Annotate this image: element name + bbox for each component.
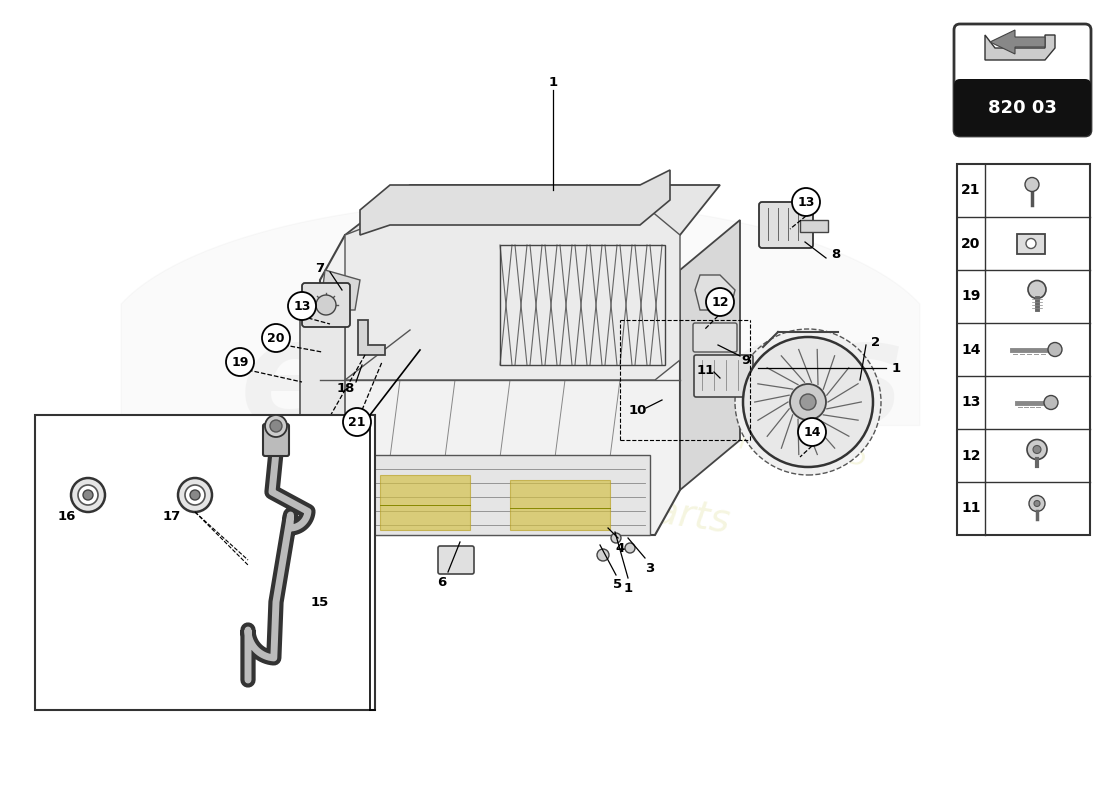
Text: 20: 20 bbox=[267, 331, 285, 345]
Circle shape bbox=[316, 295, 336, 315]
Text: 15: 15 bbox=[311, 595, 329, 609]
Polygon shape bbox=[345, 210, 680, 380]
Bar bbox=[350, 455, 650, 535]
Text: 12: 12 bbox=[961, 449, 981, 462]
Text: a passion for parts: a passion for parts bbox=[367, 452, 733, 540]
Bar bbox=[800, 220, 828, 232]
Circle shape bbox=[288, 292, 316, 320]
Circle shape bbox=[72, 478, 104, 512]
Circle shape bbox=[706, 288, 734, 316]
Circle shape bbox=[270, 420, 282, 432]
Bar bbox=[961, 87, 1084, 129]
FancyBboxPatch shape bbox=[302, 283, 350, 327]
Text: 12: 12 bbox=[712, 295, 728, 309]
Polygon shape bbox=[360, 170, 670, 235]
Text: 19: 19 bbox=[231, 355, 249, 369]
FancyBboxPatch shape bbox=[438, 546, 474, 574]
Text: 3: 3 bbox=[646, 562, 654, 574]
Circle shape bbox=[1025, 178, 1040, 191]
Polygon shape bbox=[680, 220, 740, 490]
FancyBboxPatch shape bbox=[263, 424, 289, 456]
Circle shape bbox=[190, 490, 200, 500]
Circle shape bbox=[185, 485, 205, 505]
Text: 13: 13 bbox=[798, 195, 815, 209]
FancyBboxPatch shape bbox=[694, 355, 754, 397]
Text: 17: 17 bbox=[163, 510, 182, 522]
Text: 19: 19 bbox=[961, 290, 981, 303]
Text: 13: 13 bbox=[961, 395, 981, 410]
FancyBboxPatch shape bbox=[693, 323, 737, 352]
Circle shape bbox=[625, 543, 635, 553]
Text: 1: 1 bbox=[624, 582, 632, 594]
Circle shape bbox=[800, 394, 816, 410]
FancyBboxPatch shape bbox=[954, 79, 1091, 136]
Text: 820 03: 820 03 bbox=[988, 99, 1057, 117]
FancyBboxPatch shape bbox=[759, 202, 813, 248]
Polygon shape bbox=[320, 235, 680, 535]
Circle shape bbox=[1044, 395, 1058, 410]
Text: 5: 5 bbox=[614, 578, 623, 591]
Bar bbox=[957, 164, 1090, 535]
Bar bbox=[379, 475, 470, 530]
Bar bbox=[1018, 234, 1045, 254]
Circle shape bbox=[790, 384, 826, 420]
Text: 14: 14 bbox=[803, 426, 821, 438]
Circle shape bbox=[1028, 495, 1045, 511]
Circle shape bbox=[792, 188, 820, 216]
Polygon shape bbox=[358, 320, 385, 355]
Circle shape bbox=[798, 418, 826, 446]
Text: 11: 11 bbox=[961, 502, 981, 515]
Circle shape bbox=[1048, 342, 1062, 357]
Text: since 1985: since 1985 bbox=[715, 423, 869, 473]
Text: 6: 6 bbox=[438, 575, 447, 589]
Text: 1: 1 bbox=[891, 362, 901, 374]
Circle shape bbox=[1027, 439, 1047, 459]
Text: 21: 21 bbox=[349, 415, 365, 429]
Polygon shape bbox=[695, 275, 735, 310]
Circle shape bbox=[82, 490, 94, 500]
Text: 9: 9 bbox=[741, 354, 750, 366]
Text: 1: 1 bbox=[549, 75, 558, 89]
Text: 4: 4 bbox=[615, 542, 625, 554]
Text: 13: 13 bbox=[294, 299, 310, 313]
Circle shape bbox=[742, 337, 873, 467]
Bar bbox=[500, 245, 666, 365]
Text: 7: 7 bbox=[316, 262, 324, 274]
Polygon shape bbox=[320, 270, 360, 310]
Polygon shape bbox=[300, 280, 345, 450]
Circle shape bbox=[735, 329, 881, 475]
Circle shape bbox=[597, 549, 609, 561]
Bar bbox=[35, 415, 375, 710]
Text: europes: europes bbox=[240, 314, 904, 454]
Polygon shape bbox=[345, 185, 720, 235]
Circle shape bbox=[1034, 501, 1040, 506]
FancyBboxPatch shape bbox=[954, 24, 1091, 136]
Polygon shape bbox=[990, 30, 1045, 54]
Text: 11: 11 bbox=[697, 363, 715, 377]
Text: 2: 2 bbox=[871, 335, 881, 349]
Circle shape bbox=[262, 324, 290, 352]
Circle shape bbox=[178, 478, 212, 512]
Circle shape bbox=[610, 533, 621, 543]
Circle shape bbox=[1028, 281, 1046, 298]
Circle shape bbox=[226, 348, 254, 376]
Circle shape bbox=[265, 415, 287, 437]
Text: 21: 21 bbox=[961, 183, 981, 198]
Circle shape bbox=[343, 408, 371, 436]
Text: 10: 10 bbox=[629, 403, 647, 417]
Text: 20: 20 bbox=[961, 237, 981, 250]
Circle shape bbox=[1026, 238, 1036, 249]
Text: 8: 8 bbox=[832, 249, 840, 262]
Text: 14: 14 bbox=[961, 342, 981, 357]
Circle shape bbox=[1033, 446, 1041, 454]
Circle shape bbox=[78, 485, 98, 505]
Text: 18: 18 bbox=[337, 382, 355, 394]
Polygon shape bbox=[984, 35, 1055, 60]
Text: 16: 16 bbox=[58, 510, 76, 522]
Bar bbox=[510, 480, 610, 530]
